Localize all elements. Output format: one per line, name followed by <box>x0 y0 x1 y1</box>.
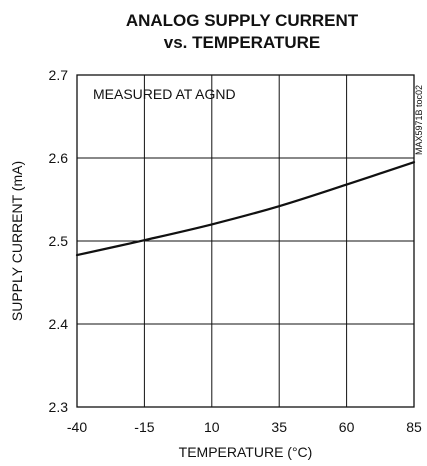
y-tick-label: 2.5 <box>49 233 69 249</box>
x-tick-labels: -40 -15 10 35 60 85 <box>67 419 422 435</box>
y-tick-label: 2.4 <box>49 316 69 332</box>
x-tick-label: 60 <box>339 419 355 435</box>
x-tick-label: 10 <box>204 419 220 435</box>
y-tick-labels: 2.3 2.4 2.5 2.6 2.7 <box>49 67 69 415</box>
chart-title-line1: ANALOG SUPPLY CURRENT <box>126 11 359 30</box>
y-tick-label: 2.6 <box>49 150 69 166</box>
x-axis-label: TEMPERATURE (°C) <box>179 444 313 460</box>
plot-area-frame <box>76 74 415 408</box>
x-tick-label: 35 <box>271 419 287 435</box>
grid-lines <box>77 75 414 407</box>
x-tick-label: -15 <box>134 419 154 435</box>
x-tick-label: -40 <box>67 419 87 435</box>
annotation-text: MEASURED AT AGND <box>93 86 236 102</box>
y-tick-label: 2.7 <box>49 67 69 83</box>
x-tick-label: 85 <box>406 419 422 435</box>
y-tick-label: 2.3 <box>49 399 69 415</box>
figure-side-note: MAX5971B toc02 <box>414 85 424 155</box>
chart-title-line2: vs. TEMPERATURE <box>164 33 321 52</box>
y-axis-label: SUPPLY CURRENT (mA) <box>9 161 25 321</box>
series-line <box>75 161 416 257</box>
